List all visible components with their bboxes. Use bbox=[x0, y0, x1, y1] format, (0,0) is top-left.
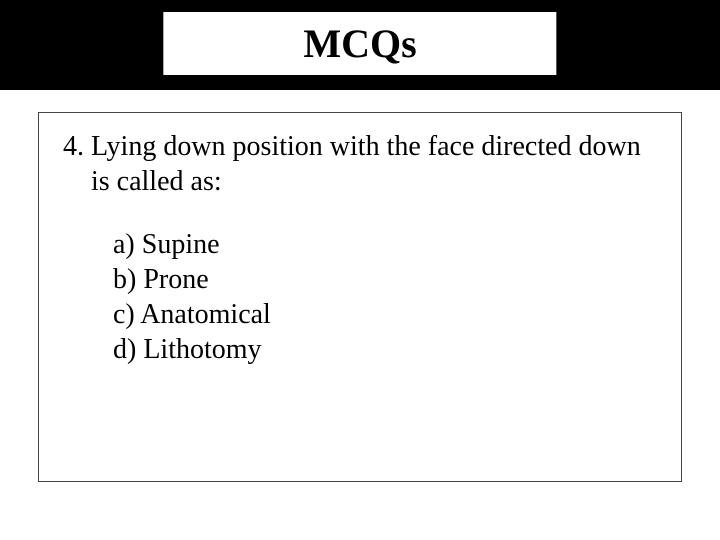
question-frame: 4. Lying down position with the face dir… bbox=[38, 112, 682, 482]
options-list: a) Supine b) Prone c) Anatomical d) Lith… bbox=[59, 227, 661, 367]
option-c: c) Anatomical bbox=[113, 297, 661, 332]
page-title: MCQs bbox=[163, 12, 556, 75]
question-text: 4. Lying down position with the face dir… bbox=[87, 129, 661, 199]
option-a: a) Supine bbox=[113, 227, 661, 262]
header-bar: MCQs bbox=[0, 0, 720, 90]
option-b: b) Prone bbox=[113, 262, 661, 297]
option-d: d) Lithotomy bbox=[113, 332, 661, 367]
